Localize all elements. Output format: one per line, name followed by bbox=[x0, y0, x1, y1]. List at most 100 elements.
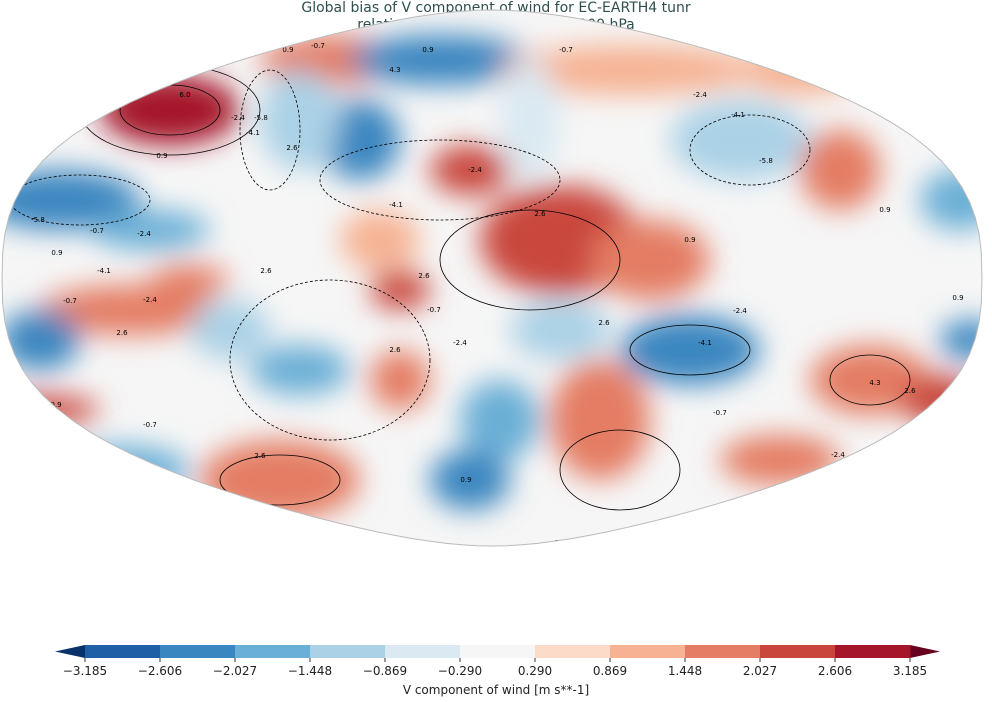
contour-label: -0.7 bbox=[427, 306, 441, 314]
colorbar-segment bbox=[310, 645, 386, 658]
contour-label: -2.4 bbox=[231, 114, 245, 122]
map-border bbox=[1, 9, 983, 547]
contour-label: 0.9 bbox=[282, 46, 293, 54]
colorbar-segment bbox=[760, 645, 836, 658]
bias-region bbox=[150, 265, 230, 295]
bias-region bbox=[430, 450, 510, 510]
bias-region bbox=[370, 350, 430, 410]
contour-label: -2.4 bbox=[693, 91, 707, 99]
bias-region bbox=[190, 300, 270, 360]
contour-label: -2.4 bbox=[453, 339, 467, 347]
bias-region bbox=[550, 360, 650, 480]
colorbar-tick-label: 2.606 bbox=[818, 664, 852, 678]
contour-label: -2.4 bbox=[143, 296, 157, 304]
contour-label: 0.9 bbox=[422, 46, 433, 54]
bias-region bbox=[260, 70, 340, 170]
bias-region bbox=[2, 310, 80, 370]
contour-label: 0.9 bbox=[156, 152, 167, 160]
bias-region bbox=[340, 210, 420, 270]
contour-label: -4.1 bbox=[731, 111, 745, 119]
contour-label: 2.6 bbox=[260, 267, 272, 275]
bias-region bbox=[250, 345, 350, 395]
contour-label: -0.7 bbox=[311, 42, 325, 50]
contour-line bbox=[689, 114, 811, 186]
bias-region bbox=[500, 60, 560, 180]
colorbar-segment bbox=[610, 645, 686, 658]
contour-label: 2.6 bbox=[116, 329, 128, 337]
contour-line bbox=[219, 454, 341, 506]
contour-line bbox=[319, 139, 561, 221]
colorbar-extend-low bbox=[55, 645, 85, 658]
colorbar-segment bbox=[685, 645, 761, 658]
contour-label: -5.8 bbox=[759, 157, 773, 165]
bias-region bbox=[940, 320, 982, 360]
bias-region bbox=[460, 380, 540, 460]
bias-region bbox=[430, 145, 510, 195]
contour-label: -0.7 bbox=[143, 421, 157, 429]
contour-label: -0.7 bbox=[63, 297, 77, 305]
colorbar-tick-label: −0.290 bbox=[438, 664, 482, 678]
contour-label: 2.6 bbox=[286, 144, 298, 152]
bias-region bbox=[370, 270, 430, 310]
colorbar-segment bbox=[385, 645, 461, 658]
bias-region bbox=[40, 285, 220, 335]
contour-line bbox=[559, 429, 681, 511]
contour-label: -0.7 bbox=[90, 227, 104, 235]
colorbar-segment bbox=[835, 645, 911, 658]
contour-label: 4.3 bbox=[389, 66, 400, 74]
bias-region bbox=[90, 210, 210, 250]
bias-map: 0.9 -0.7 0.9 -0.7 4.3 -2.4 6.0 -4.1 -5.8 2.6 0.9 -4… bbox=[1, 9, 983, 547]
contour-label: 2.6 bbox=[254, 452, 266, 460]
contour-line bbox=[229, 279, 431, 441]
contour-label: -4.1 bbox=[97, 267, 111, 275]
colorbar-tick-label: 0.869 bbox=[593, 664, 627, 678]
colorbar-segment bbox=[460, 645, 536, 658]
contour-label: -0.7 bbox=[559, 46, 573, 54]
contour-label: -0.7 bbox=[713, 409, 727, 417]
contour-label: 0.9 bbox=[50, 401, 61, 409]
colorbar-tick-label: −3.185 bbox=[63, 664, 107, 678]
contour-label: -2.4 bbox=[468, 166, 482, 174]
colorbar-tick-label: 1.448 bbox=[668, 664, 702, 678]
bias-region bbox=[590, 220, 710, 300]
colorbar-segment bbox=[85, 645, 161, 658]
colorbar-tick-label: −2.606 bbox=[138, 664, 182, 678]
title-line-1: Global bias of V component of wind for E… bbox=[301, 0, 691, 16]
contour-label: 2.6 bbox=[534, 210, 546, 218]
contour-label: 2.6 bbox=[598, 319, 610, 327]
colorbar-tick-label: −1.448 bbox=[288, 664, 332, 678]
contour-label: -2.4 bbox=[733, 307, 747, 315]
contour-label: -5.8 bbox=[31, 216, 45, 224]
bias-region bbox=[620, 315, 760, 385]
contour-label: 0.9 bbox=[460, 476, 471, 484]
contour-label: 2.6 bbox=[389, 346, 401, 354]
contour-label: -5.8 bbox=[254, 114, 268, 122]
bias-region bbox=[670, 100, 810, 180]
contour-label: 0.9 bbox=[51, 249, 62, 257]
colorbar-segment bbox=[235, 645, 311, 658]
bias-region bbox=[350, 35, 530, 85]
colorbar-tick-label: 3.185 bbox=[893, 664, 927, 678]
colorbar-label: V component of wind [m s**-1] bbox=[402, 683, 590, 697]
contour-line bbox=[629, 324, 751, 376]
contour-line bbox=[829, 354, 911, 406]
colorbar-tick-label: −0.869 bbox=[363, 664, 407, 678]
bias-region bbox=[510, 300, 610, 360]
bias-region bbox=[500, 45, 760, 95]
contour-label: 2.6 bbox=[904, 387, 916, 395]
contour-line bbox=[239, 69, 301, 191]
colorbar-tick-label: 2.027 bbox=[743, 664, 777, 678]
colorbar-tick-label: 0.290 bbox=[518, 664, 552, 678]
contour-label: 4.3 bbox=[869, 379, 880, 387]
contour-label: 6.0 bbox=[179, 91, 190, 99]
contour-label: 2.6 bbox=[418, 272, 430, 280]
contour-label: -4.1 bbox=[246, 129, 260, 137]
colorbar-segment bbox=[535, 645, 611, 658]
contour-label: -4.1 bbox=[389, 201, 403, 209]
bias-region bbox=[800, 130, 880, 210]
contour-label: -2.4 bbox=[137, 230, 151, 238]
bias-region bbox=[810, 345, 930, 415]
contour-label: 0.9 bbox=[952, 294, 963, 302]
colorbar-segment bbox=[160, 645, 236, 658]
